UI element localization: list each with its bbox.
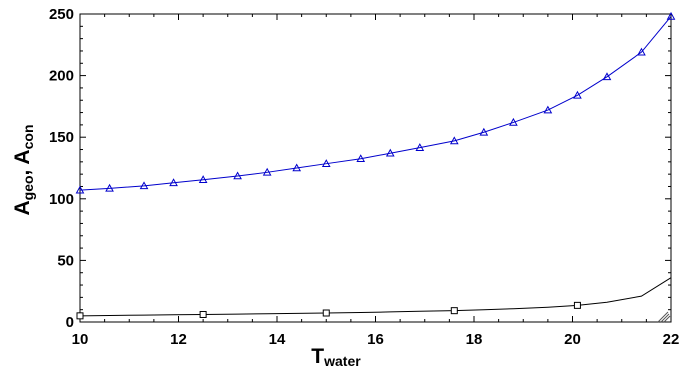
series-1-point: [573, 301, 581, 309]
series-0-point: [385, 148, 395, 157]
x-tick-label: 14: [269, 331, 286, 348]
y-tick-label: 150: [49, 129, 74, 146]
y-tick-label: 250: [49, 6, 74, 23]
series-layer: [75, 11, 676, 320]
x-axis-title: Twater: [311, 345, 361, 369]
series-0-line: [79, 16, 672, 191]
series-0-point: [262, 167, 272, 176]
series-0-point: [75, 185, 85, 194]
series-1-point: [199, 310, 207, 318]
series-0-point: [543, 105, 553, 114]
series-1-point: [76, 312, 84, 320]
series-0-point: [169, 178, 178, 187]
x-tick-label: 18: [466, 331, 483, 348]
y-axis-title: Ageo, Acon: [11, 124, 36, 215]
series-0-point: [292, 163, 302, 172]
tick-labels: 10 12 14 16 18 20 22 0 50 100 150 200 250: [49, 6, 679, 348]
y-axis-title-part-0-main: A: [11, 200, 34, 215]
series-0-point: [509, 117, 518, 126]
y-tick-label: 100: [49, 191, 74, 208]
y-axis-title-part-2-main: A: [11, 149, 34, 164]
series-0-point: [573, 90, 582, 99]
series-0-point: [233, 171, 242, 180]
x-tick-label: 16: [367, 331, 384, 348]
corner-hatch: [657, 311, 671, 323]
axis-ticks: [79, 13, 672, 323]
series-0-point: [198, 175, 208, 184]
series-1-point: [322, 309, 330, 317]
plot-frame: [79, 13, 672, 323]
y-tick-label: 200: [49, 68, 74, 85]
series-1-line: [79, 277, 672, 317]
y-axis-title-part-2-sub: con: [20, 124, 36, 149]
x-tick-label: 22: [663, 331, 679, 348]
series-0-point: [415, 143, 425, 151]
x-tick-label: 10: [72, 331, 89, 348]
series-0-point: [479, 127, 489, 136]
series-0-point: [356, 154, 366, 163]
y-axis-title-part-0-sub: geo: [20, 175, 36, 200]
series-0-point: [637, 47, 646, 56]
x-axis-title-main: T: [311, 345, 324, 368]
series-0-point: [666, 11, 676, 20]
series-1-point: [450, 307, 458, 315]
series-0-point: [321, 159, 331, 167]
series-0-point: [139, 181, 149, 190]
series-0-point: [105, 183, 114, 192]
series-0-point: [602, 72, 612, 81]
y-tick-label: 0: [66, 314, 74, 331]
x-tick-label: 20: [564, 331, 581, 348]
x-axis-title-sub: water: [323, 353, 361, 369]
series-0-point: [449, 136, 459, 145]
y-axis-title-part-1-main: ,: [11, 165, 34, 176]
y-tick-label: 50: [57, 252, 74, 269]
x-tick-label: 12: [170, 331, 187, 348]
